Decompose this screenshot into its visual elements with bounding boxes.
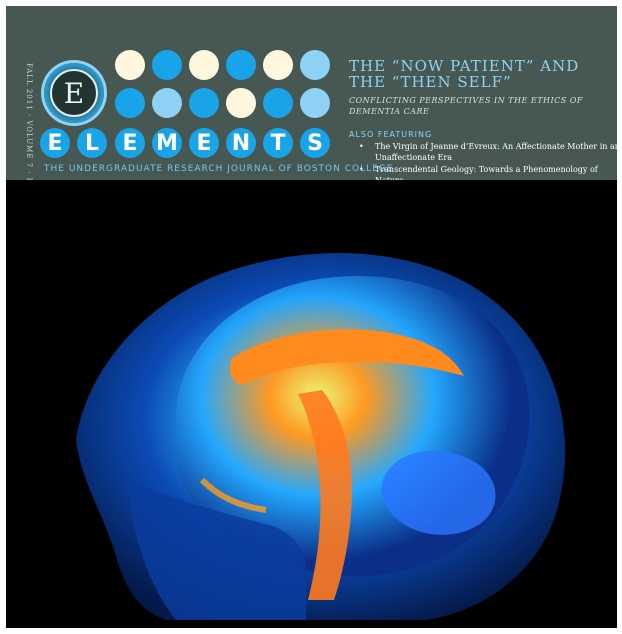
dot [263,50,293,80]
dot [152,50,182,80]
cover-header: FALL 2011 · VOLUME 7 · ISSUE 2 E L E M E… [6,6,620,215]
dot [115,50,145,80]
dot [300,50,330,80]
cover-headline: THE “NOW PATIENT” AND THE “THEN SELF” [349,57,580,91]
dot [263,88,293,118]
dot [300,88,330,118]
dot [226,88,256,118]
issue-line: FALL 2011 · VOLUME 7 · ISSUE 2 [25,63,33,215]
logo-letter: E [50,69,98,117]
title-letter-s: S [300,128,330,158]
title-letter-e3: E [189,128,219,158]
dot [152,88,182,118]
brain-mri-image [6,180,617,628]
title-letter-m: M [152,128,182,158]
cover-dek: CONFLICTING PERSPECTIVES IN THE ETHICS O… [349,96,583,116]
title-letter-l: L [77,128,107,158]
dot [226,50,256,80]
journal-logo: E [44,63,104,123]
also-featuring-label: ALSO FEATURING [349,130,433,139]
dot [115,88,145,118]
brain-mri-icon [6,180,617,628]
title-letter-n: N [226,128,256,158]
dot [189,50,219,80]
issue-info: FALL 2011 · VOLUME 7 · ISSUE 2 [20,63,34,215]
feature-item: The Virgin of Jeanne d’Evreux: An Affect… [359,141,621,163]
title-letter-t: T [263,128,293,158]
title-letter-e2: E [115,128,145,158]
journal-subtitle: THE UNDERGRADUATE RESEARCH JOURNAL OF BO… [44,164,394,174]
dot [189,88,219,118]
title-letter-e1: E [40,128,70,158]
